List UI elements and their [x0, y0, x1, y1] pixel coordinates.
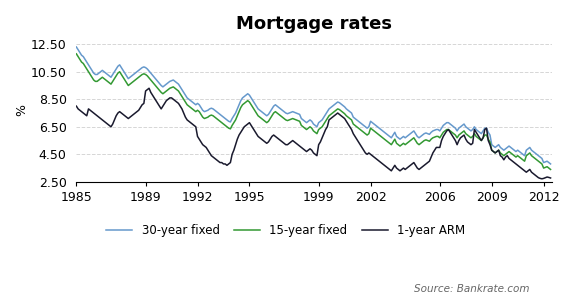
15-year fixed	[369, 128, 375, 131]
1-year ARM	[73, 104, 80, 108]
1-year ARM	[538, 177, 545, 181]
1-year ARM	[358, 146, 365, 149]
1-year ARM	[185, 119, 192, 123]
Line: 1-year ARM: 1-year ARM	[76, 88, 550, 179]
30-year fixed	[547, 162, 554, 166]
1-year ARM	[145, 86, 152, 90]
30-year fixed	[404, 135, 411, 138]
30-year fixed	[369, 121, 375, 124]
Line: 30-year fixed: 30-year fixed	[76, 47, 550, 164]
15-year fixed	[73, 52, 80, 56]
1-year ARM	[371, 155, 378, 159]
Y-axis label: %: %	[15, 103, 28, 116]
15-year fixed	[232, 118, 239, 122]
15-year fixed	[183, 103, 190, 106]
15-year fixed	[356, 128, 363, 131]
30-year fixed	[336, 101, 343, 104]
30-year fixed	[73, 45, 80, 49]
Title: Mortgage rates: Mortgage rates	[236, 15, 392, 33]
30-year fixed	[356, 121, 363, 124]
1-year ARM	[234, 137, 241, 141]
15-year fixed	[404, 142, 411, 145]
Legend: 30-year fixed, 15-year fixed, 1-year ARM: 30-year fixed, 15-year fixed, 1-year ARM	[102, 220, 470, 242]
1-year ARM	[405, 165, 412, 169]
1-year ARM	[547, 176, 554, 180]
30-year fixed	[232, 111, 239, 115]
1-year ARM	[338, 114, 344, 118]
15-year fixed	[547, 168, 554, 171]
Text: Source: Bankrate.com: Source: Bankrate.com	[413, 284, 529, 294]
15-year fixed	[336, 108, 343, 111]
30-year fixed	[183, 96, 190, 100]
Line: 15-year fixed: 15-year fixed	[76, 54, 550, 169]
